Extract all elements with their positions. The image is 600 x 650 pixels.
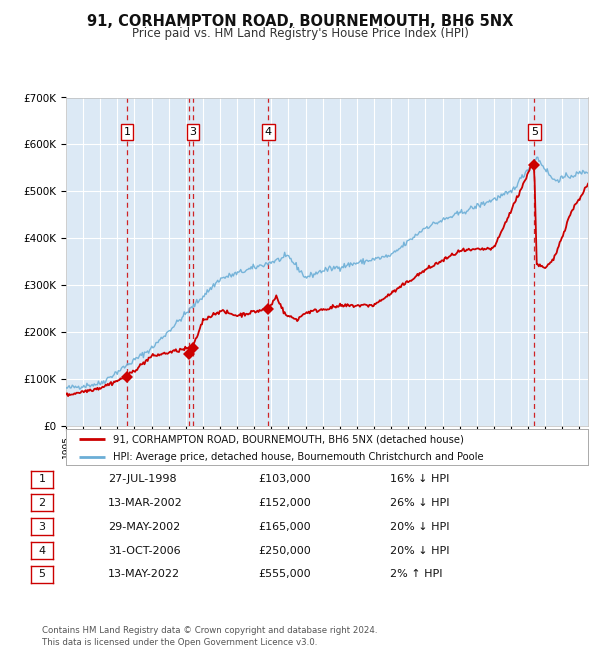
Text: 27-JUL-1998: 27-JUL-1998 (108, 474, 176, 484)
Text: HPI: Average price, detached house, Bournemouth Christchurch and Poole: HPI: Average price, detached house, Bour… (113, 452, 484, 462)
Text: £555,000: £555,000 (258, 569, 311, 579)
Text: 1: 1 (38, 474, 46, 484)
Text: 16% ↓ HPI: 16% ↓ HPI (390, 474, 449, 484)
Text: 2% ↑ HPI: 2% ↑ HPI (390, 569, 443, 579)
Text: £165,000: £165,000 (258, 522, 311, 532)
Text: £152,000: £152,000 (258, 498, 311, 508)
Text: 3: 3 (190, 127, 196, 137)
Text: 13-MAY-2022: 13-MAY-2022 (108, 569, 180, 579)
Text: 13-MAR-2002: 13-MAR-2002 (108, 498, 183, 508)
Text: 5: 5 (531, 127, 538, 137)
Text: 2: 2 (38, 498, 46, 508)
Text: 3: 3 (38, 522, 46, 532)
Text: 29-MAY-2002: 29-MAY-2002 (108, 522, 180, 532)
Text: 4: 4 (38, 545, 46, 556)
Text: 31-OCT-2006: 31-OCT-2006 (108, 545, 181, 556)
Text: Contains HM Land Registry data © Crown copyright and database right 2024.
This d: Contains HM Land Registry data © Crown c… (42, 626, 377, 647)
Text: 1: 1 (124, 127, 131, 137)
Text: 91, CORHAMPTON ROAD, BOURNEMOUTH, BH6 5NX: 91, CORHAMPTON ROAD, BOURNEMOUTH, BH6 5N… (87, 14, 513, 29)
Text: 91, CORHAMPTON ROAD, BOURNEMOUTH, BH6 5NX (detached house): 91, CORHAMPTON ROAD, BOURNEMOUTH, BH6 5N… (113, 434, 464, 444)
Text: £250,000: £250,000 (258, 545, 311, 556)
Text: 20% ↓ HPI: 20% ↓ HPI (390, 522, 449, 532)
Text: £103,000: £103,000 (258, 474, 311, 484)
Text: 5: 5 (38, 569, 46, 579)
Text: 26% ↓ HPI: 26% ↓ HPI (390, 498, 449, 508)
Text: 20% ↓ HPI: 20% ↓ HPI (390, 545, 449, 556)
Text: Price paid vs. HM Land Registry's House Price Index (HPI): Price paid vs. HM Land Registry's House … (131, 27, 469, 40)
Text: 4: 4 (265, 127, 272, 137)
